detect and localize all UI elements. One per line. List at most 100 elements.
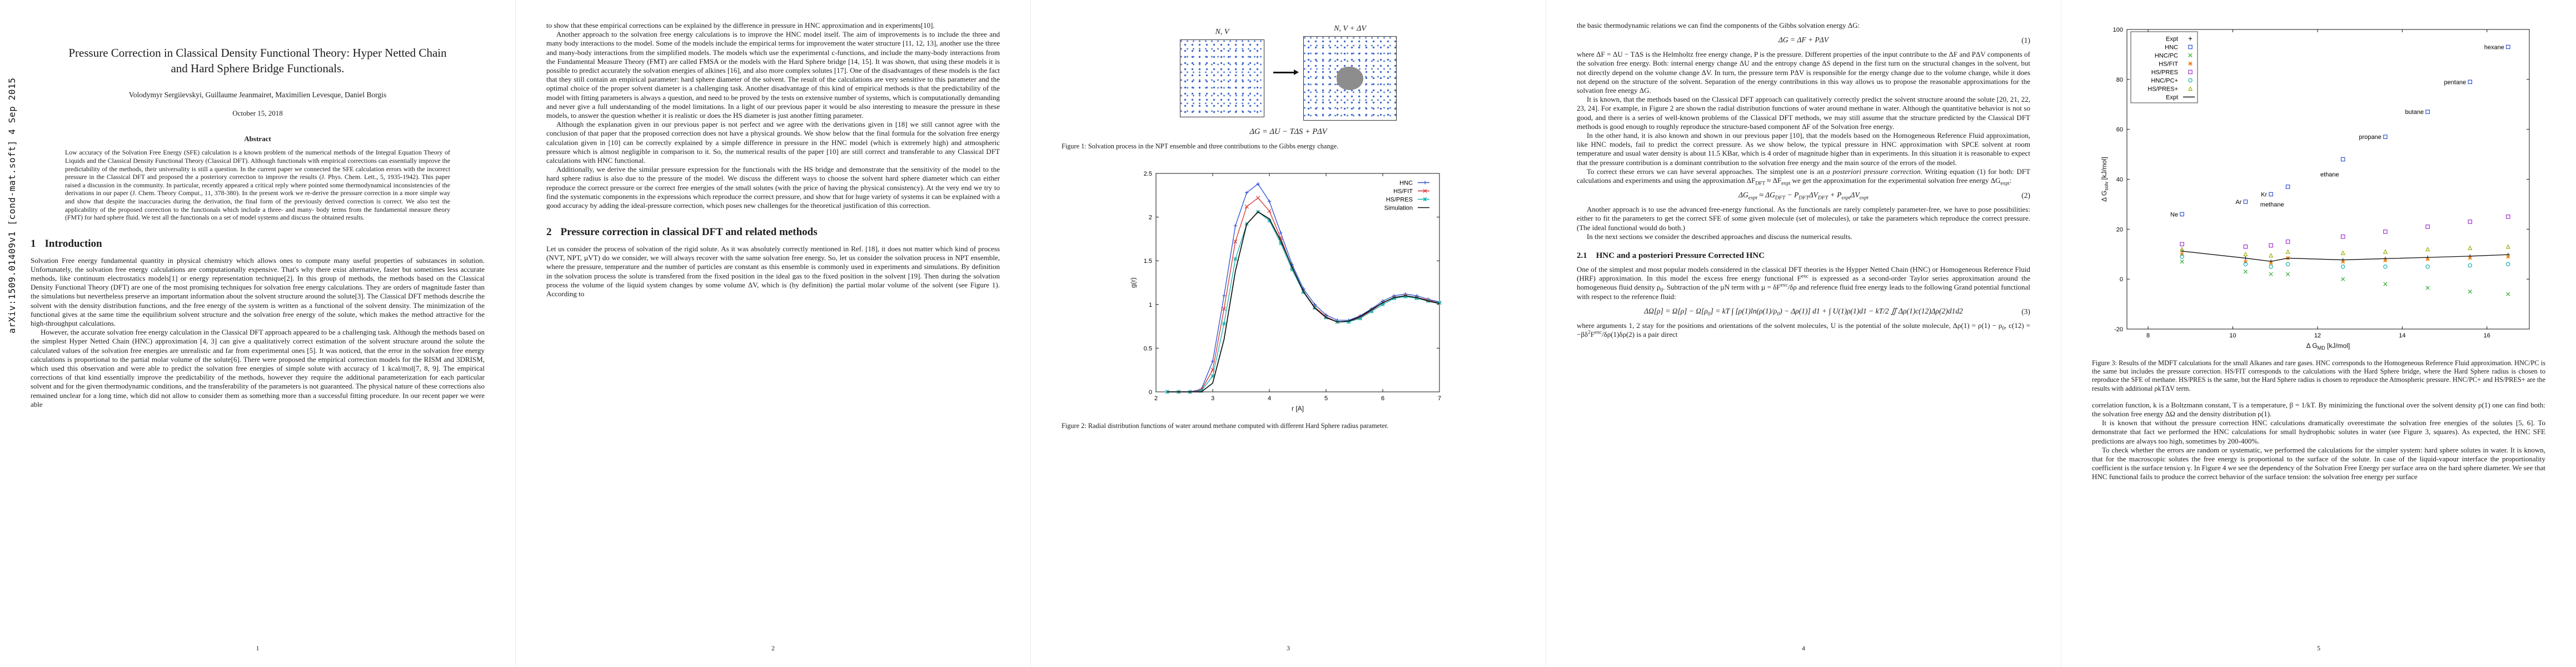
- equation-2-row: ΔGexpt ≈ ΔGDFT − PDFTΔVDFT + PexptΔVexpt…: [1577, 191, 2030, 201]
- svg-text:HS/FIT: HS/FIT: [1393, 188, 1413, 195]
- body-paragraph: It is known that without the pressure co…: [2092, 419, 2545, 445]
- svg-text:12: 12: [2314, 332, 2321, 339]
- solvent-box-after: [1303, 36, 1397, 121]
- equation-1: ΔG = ΔF + PΔV: [1778, 36, 1828, 44]
- solute-blob: [1337, 67, 1363, 90]
- body-paragraph: where arguments 1, 2 stay for the positi…: [1577, 321, 2030, 339]
- body-paragraph: Additionally, we derive the similar pres…: [546, 165, 1000, 210]
- page-number-3: 3: [1287, 644, 1290, 652]
- svg-text:7: 7: [1438, 395, 1441, 402]
- body-paragraph: Although the explanation given in our pr…: [546, 120, 1000, 165]
- svg-text:HS/PRES+: HS/PRES+: [2148, 86, 2178, 93]
- page-4: the basic thermodynamic relations we can…: [1546, 0, 2061, 667]
- arxiv-stamp: arXiv:1509.01409v1 [cond-mat.soft] 4 Sep…: [7, 77, 17, 334]
- svg-text:0: 0: [1149, 389, 1152, 396]
- intro-paragraph: However, the accurate solvation free ene…: [31, 328, 485, 409]
- svg-text:4: 4: [1268, 395, 1271, 402]
- svg-text:3: 3: [1211, 395, 1214, 402]
- svg-text:Ne: Ne: [2170, 211, 2178, 218]
- svg-text:2.5: 2.5: [1144, 171, 1152, 177]
- figure3-sfe-scatter-chart: 8 10 12 14 16 -20 0 20 40 60 80 100 Δ GMD [kJ/mol] Δ …: [2098, 21, 2539, 354]
- svg-text:HNC: HNC: [2165, 44, 2178, 51]
- svg-text:80: 80: [2116, 77, 2123, 83]
- section-2-number: 2: [546, 226, 552, 238]
- svg-text:propane: propane: [2359, 134, 2381, 141]
- section-1-number: 1: [31, 237, 36, 250]
- body-paragraph: To correct these errors we can have seve…: [1577, 167, 2031, 187]
- page-1: arXiv:1509.01409v1 [cond-mat.soft] 4 Sep…: [0, 0, 515, 667]
- svg-text:Kr: Kr: [2261, 191, 2267, 198]
- figure3-caption: Figure 3: Results of the MDFT calculatio…: [2092, 359, 2545, 392]
- svg-text:10: 10: [2229, 332, 2236, 339]
- abstract-heading: Abstract: [244, 135, 271, 143]
- equation-3-number: (3): [2021, 307, 2030, 316]
- figure1-equation: ΔG = ΔU − TΔS + PΔV: [1249, 127, 1327, 136]
- figure1-left-box-label: N, V: [1215, 28, 1229, 36]
- body-paragraph: Another approach to the solvation free e…: [546, 30, 1000, 120]
- svg-text:1.5: 1.5: [1144, 258, 1152, 265]
- body-paragraph: In the other hand, it is also known and …: [1577, 131, 2030, 167]
- svg-text:0.5: 0.5: [1144, 346, 1152, 352]
- svg-text:2: 2: [1154, 395, 1158, 402]
- intro-paragraph: Solvation Free energy fundamental quanti…: [31, 256, 485, 327]
- figure-1: N, V N, V + ΔV ΔG = ΔU − TΔS + PΔV Figur…: [1062, 24, 1515, 151]
- section-1-heading: 1 Introduction: [31, 237, 364, 251]
- svg-text:ethane: ethane: [2320, 172, 2339, 178]
- svg-text:HNC/PC+: HNC/PC+: [2151, 78, 2178, 84]
- paper-authors: Volodymyr Sergiievskyi, Guillaume Jeanma…: [128, 91, 387, 99]
- body-paragraph: correlation function, k is a Boltzmann c…: [2092, 400, 2545, 419]
- equation-2: ΔGexpt ≈ ΔGDFT − PDFTΔVDFT + PexptΔVexpt: [1738, 191, 1869, 201]
- svg-text:100: 100: [2113, 27, 2123, 33]
- svg-text:0: 0: [2120, 276, 2123, 283]
- paper-date: October 15, 2018: [232, 109, 283, 118]
- section-2-1-heading: 2.1 HNC and a posteriori Pressure Correct…: [1577, 251, 2030, 261]
- svg-text:pentane: pentane: [2444, 79, 2467, 86]
- svg-text:hexane: hexane: [2484, 44, 2504, 51]
- svg-text:HS/PRES: HS/PRES: [2151, 69, 2178, 76]
- body-paragraph: Another approach is to use the advanced …: [1577, 205, 2030, 232]
- equation-2-number: (2): [2021, 191, 2030, 200]
- page-2: to show that these empirical corrections…: [515, 0, 1030, 667]
- figure1-right-box-label: N, V + ΔV: [1334, 24, 1366, 33]
- page-5: 8 10 12 14 16 -20 0 20 40 60 80 100 Δ GMD [kJ/mol] Δ …: [2061, 0, 2576, 667]
- svg-text:1: 1: [1149, 302, 1152, 308]
- equation-1-number: (1): [2021, 36, 2030, 45]
- svg-text:r [A]: r [A]: [1292, 405, 1304, 412]
- svg-text:60: 60: [2116, 127, 2123, 133]
- svg-text:HS/PRES: HS/PRES: [1386, 197, 1413, 203]
- svg-text:HNC: HNC: [1399, 180, 1413, 187]
- body-paragraph: It is known, that the methods based on t…: [1577, 95, 2030, 131]
- figure2-rdf-chart: 2 3 4 5 6 7 0 0.5 1 1.5 2 2.5 r [A] g(r) HNC HS/FIT HS/P…: [1127, 165, 1449, 416]
- equation-1-row: ΔG = ΔF + PΔV (1): [1577, 36, 2030, 44]
- svg-text:Δ Gsolv [kJ/mol]: Δ Gsolv [kJ/mol]: [2100, 157, 2109, 202]
- svg-text:butane: butane: [2405, 109, 2424, 116]
- svg-text:Δ GMD [kJ/mol]: Δ GMD [kJ/mol]: [2306, 342, 2350, 351]
- svg-text:8: 8: [2146, 332, 2150, 339]
- equation-3-row: ΔΩ[ρ] = Ω[ρ] − Ω[ρ0] = kT ∫ [ρ(1)ln(ρ(1)…: [1577, 306, 2030, 317]
- svg-text:5: 5: [1324, 395, 1328, 402]
- solvent-box-before: [1180, 39, 1264, 117]
- page-number-2: 2: [771, 644, 775, 652]
- page-number-1: 1: [256, 644, 260, 652]
- svg-text:methane: methane: [2260, 201, 2284, 208]
- arrow-icon: [1273, 69, 1299, 76]
- svg-text:Ar: Ar: [2235, 199, 2241, 206]
- svg-text:HNC/PC: HNC/PC: [2155, 53, 2178, 59]
- svg-text:Expt: Expt: [2166, 94, 2178, 101]
- svg-text:2: 2: [1149, 215, 1152, 221]
- equation-3: ΔΩ[ρ] = Ω[ρ] − Ω[ρ0] = kT ∫ [ρ(1)ln(ρ(1)…: [1644, 306, 1963, 317]
- body-paragraph: To check whether the errors are random o…: [2092, 445, 2545, 481]
- body-paragraph: One of the simplest and most popular mod…: [1577, 265, 2030, 301]
- section-1-title: Introduction: [44, 237, 102, 250]
- page-3: N, V N, V + ΔV ΔG = ΔU − TΔS + PΔV Figur…: [1030, 0, 1546, 667]
- svg-text:g(r): g(r): [1129, 277, 1137, 288]
- section-2-1-number: 2.1: [1577, 251, 1587, 261]
- section-2-heading: 2 Pressure correction in classical DFT an…: [546, 226, 880, 239]
- body-paragraph: Let us consider the process of solvation…: [546, 245, 1000, 298]
- svg-text:HS/FIT: HS/FIT: [2159, 61, 2178, 68]
- section-2-title: Pressure correction in classical DFT and…: [560, 226, 818, 238]
- svg-text:6: 6: [1381, 395, 1384, 402]
- page-number-4: 4: [1802, 644, 1805, 652]
- paper-title: Pressure Correction in Classical Density…: [68, 46, 447, 75]
- body-paragraph: the basic thermodynamic relations we can…: [1577, 21, 1860, 29]
